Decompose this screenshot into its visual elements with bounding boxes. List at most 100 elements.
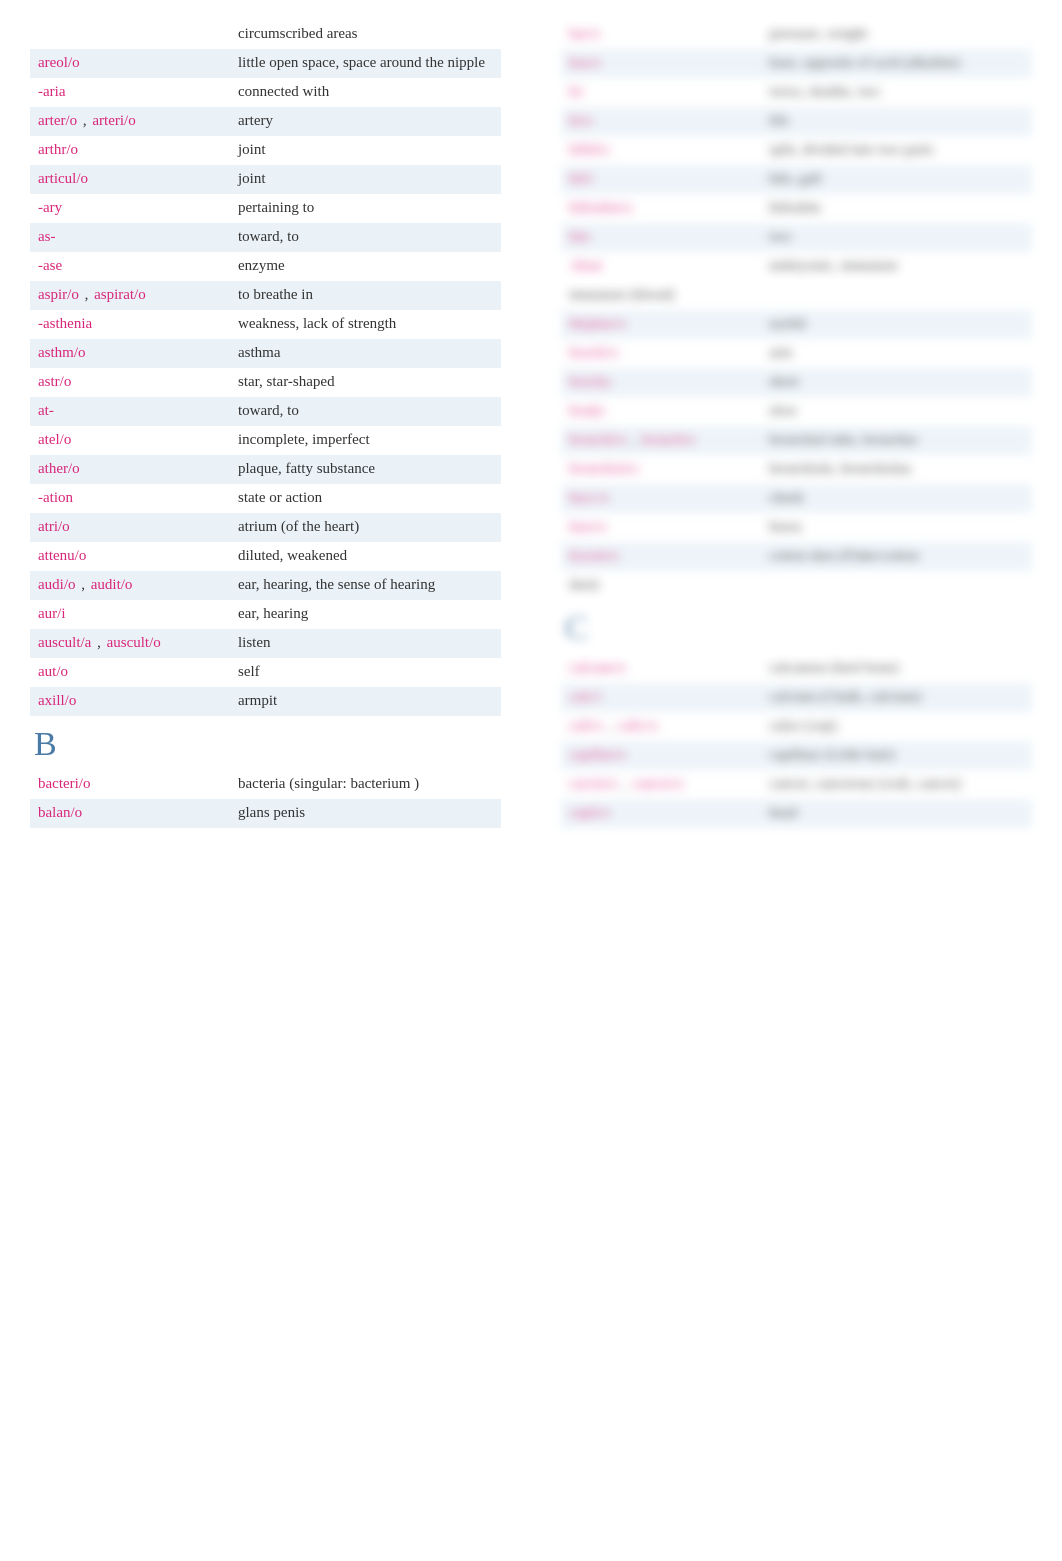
definition-cell: toward, to	[238, 403, 493, 420]
term-link[interactable]: bi/o	[569, 113, 592, 129]
term-link[interactable]: bar/o	[569, 26, 600, 42]
term-link[interactable]: blephar/o	[569, 316, 626, 332]
term-link[interactable]: bas/o	[569, 55, 601, 71]
term-link[interactable]: calcane/o	[569, 660, 626, 676]
term-link[interactable]: areol/o	[38, 55, 80, 71]
glossary-row: attenu/o diluted, weakened	[30, 542, 501, 571]
term-link[interactable]: capit/o	[569, 805, 610, 821]
term-link[interactable]: bronchi/o	[569, 432, 627, 448]
definition-cell: cotton dust (Flake/cotton	[769, 548, 1024, 565]
term-link[interactable]: brachy-	[569, 374, 615, 390]
term-link[interactable]: auscult/a	[38, 635, 91, 651]
term-cell: as-	[38, 229, 238, 246]
term-link[interactable]: bifid/o	[569, 142, 609, 158]
term-link[interactable]: carcin/o	[569, 776, 617, 792]
definition-cell: bilirubin	[769, 200, 1024, 217]
definition-cell: cheek	[769, 490, 1024, 507]
term-cell: bifid/o	[569, 142, 769, 159]
term-cell: byssin/o	[569, 548, 769, 565]
term-cell: arter/o , arteri/o	[38, 113, 238, 130]
term-link[interactable]: brady-	[569, 403, 608, 419]
term-link[interactable]: bilirubin/o	[569, 200, 632, 216]
term-link[interactable]: as-	[38, 229, 56, 245]
glossary-row: circumscribed areas	[30, 20, 501, 49]
glossary-row: -ase enzyme	[30, 252, 501, 281]
term-cell: -ation	[38, 490, 238, 507]
glossary-row: -ariaconnected with	[30, 78, 501, 107]
term-cell: bas/o	[569, 55, 769, 72]
term-cell: at-	[38, 403, 238, 420]
term-cell: calcane/o	[569, 660, 769, 677]
definition-cell: pertaining to	[238, 200, 493, 217]
term-link[interactable]: asthm/o	[38, 345, 86, 361]
term-link[interactable]: ather/o	[38, 461, 80, 477]
term-link[interactable]: calic/o	[618, 718, 658, 734]
term-link[interactable]: at-	[38, 403, 54, 419]
term-link[interactable]: astr/o	[38, 374, 71, 390]
term-link[interactable]: bacteri/o	[38, 776, 90, 792]
term-link[interactable]: arthr/o	[38, 142, 78, 158]
term-link[interactable]: audit/o	[91, 577, 133, 593]
term-cell: immature (blood)	[569, 287, 769, 304]
term-cell: attenu/o	[38, 548, 238, 565]
glossary-row: at-toward, to	[30, 397, 501, 426]
term-link[interactable]: arter/o	[38, 113, 77, 129]
definition-cell: enzyme	[238, 258, 493, 275]
term-cell: bacteri/o	[38, 776, 238, 793]
term-link[interactable]: calc/i	[569, 689, 601, 705]
term-link[interactable]: cancer/o	[633, 776, 684, 792]
term-link[interactable]: atri/o	[38, 519, 70, 535]
definition-cell: toward, to	[238, 229, 493, 246]
term-link[interactable]: -ary	[38, 200, 62, 216]
term-link[interactable]: aspir/o	[38, 287, 79, 303]
term-link[interactable]: -ase	[38, 258, 62, 274]
term-link[interactable]: byssin/o	[569, 548, 619, 564]
term-link[interactable]: arteri/o	[92, 113, 135, 129]
term-link[interactable]: -asthenia	[38, 316, 92, 332]
term-link[interactable]: -ation	[38, 490, 73, 506]
term-link[interactable]: brachi/o	[569, 345, 618, 361]
term-link[interactable]: auscult/o	[107, 635, 161, 651]
definition-cell: diluted, weakened	[238, 548, 493, 565]
term-cell: balan/o	[38, 805, 238, 822]
term-cell: -ary	[38, 200, 238, 217]
term-link[interactable]: atel/o	[38, 432, 71, 448]
glossary-row: bilirubin/o bilirubin	[561, 194, 1032, 223]
term-link[interactable]: articul/o	[38, 171, 88, 187]
glossary-row: bi-twice, double, two	[561, 78, 1032, 107]
term-link[interactable]: capillar/o	[569, 747, 626, 763]
term-link[interactable]: aur/i	[38, 606, 66, 622]
term-cell: areol/o	[38, 55, 238, 72]
term-link[interactable]: bronchiol/o	[569, 461, 638, 477]
term-link[interactable]: axill/o	[38, 693, 76, 709]
term-link[interactable]: -aria	[38, 84, 65, 100]
glossary-row: astr/ostar, star-shaped	[30, 368, 501, 397]
term-link[interactable]: balan/o	[38, 805, 82, 821]
term-cell: bi-	[569, 84, 769, 101]
term-cell: asthm/o	[38, 345, 238, 362]
term-link[interactable]: aut/o	[38, 664, 68, 680]
definition-cell: base, opposite of acid (alkaline)	[769, 55, 1024, 72]
term-link[interactable]: bronch/o	[642, 432, 695, 448]
term-separator: ,	[79, 113, 90, 129]
term-link[interactable]: bi-	[569, 84, 586, 100]
definition-cell: cancer, cancerous (crab, cancer)	[769, 776, 1024, 793]
glossary-row: calc/icalcium (Chalk, calcium)	[561, 683, 1032, 712]
term-separator: ,	[629, 432, 640, 448]
term-link[interactable]: aspirat/o	[94, 287, 146, 303]
definition-cell: head	[769, 805, 1024, 822]
definition-cell: little open space, space around the nipp…	[238, 55, 493, 72]
glossary-row: arthr/ojoint	[30, 136, 501, 165]
term-link[interactable]: bil/i	[569, 171, 593, 187]
section-header: B	[30, 720, 501, 770]
term-link[interactable]: audi/o	[38, 577, 76, 593]
term-link[interactable]: cali/o	[569, 718, 602, 734]
term-link[interactable]: bucc/o	[569, 490, 609, 506]
term-link[interactable]: -blast	[569, 258, 602, 274]
definition-cell: calcaneus (heel bone)	[769, 660, 1024, 677]
glossary-row: bronchiol/obronchiole, bronchiolus	[561, 455, 1032, 484]
term-link[interactable]: burs/o	[569, 519, 607, 535]
term-link[interactable]: bin-	[569, 229, 593, 245]
term-link[interactable]: attenu/o	[38, 548, 86, 564]
glossary-row: as-toward, to	[30, 223, 501, 252]
